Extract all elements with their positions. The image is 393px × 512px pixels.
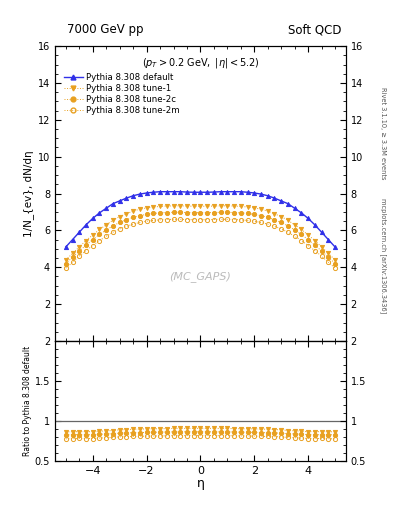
X-axis label: η: η [196,477,204,490]
Y-axis label: Ratio to Pythia 8.308 default: Ratio to Pythia 8.308 default [23,346,32,456]
Text: (MC_GAPS): (MC_GAPS) [169,271,231,282]
Text: $(p_T > 0.2\ \mathrm{GeV},\ |\eta| < 5.2)$: $(p_T > 0.2\ \mathrm{GeV},\ |\eta| < 5.2… [141,56,259,71]
Text: Soft QCD: Soft QCD [288,23,342,36]
Legend: Pythia 8.308 default, Pythia 8.308 tune-1, Pythia 8.308 tune-2c, Pythia 8.308 tu: Pythia 8.308 default, Pythia 8.308 tune-… [62,71,182,117]
Text: mcplots.cern.ch [arXiv:1306.3436]: mcplots.cern.ch [arXiv:1306.3436] [380,198,387,314]
Text: Rivet 3.1.10, ≥ 3.3M events: Rivet 3.1.10, ≥ 3.3M events [380,87,386,179]
Y-axis label: 1/N_{ev}, dN/dη: 1/N_{ev}, dN/dη [23,150,34,237]
Text: 7000 GeV pp: 7000 GeV pp [67,23,143,36]
